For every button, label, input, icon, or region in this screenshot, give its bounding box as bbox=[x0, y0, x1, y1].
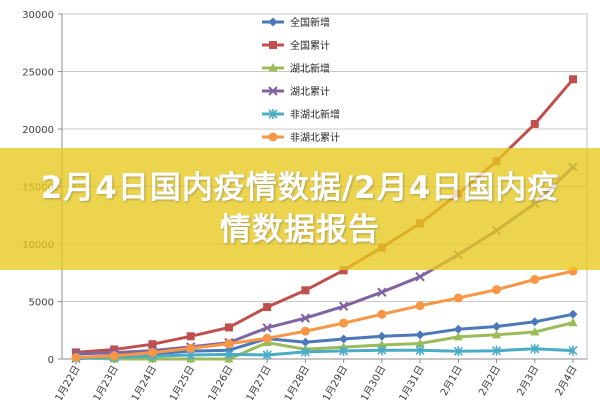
legend-label: 湖北累计 bbox=[290, 85, 330, 98]
legend-label: 全国新增 bbox=[290, 16, 330, 29]
data-point bbox=[415, 338, 425, 348]
data-point bbox=[262, 349, 272, 360]
x-tick-label: 1月28日 bbox=[282, 364, 312, 400]
data-point bbox=[186, 343, 196, 353]
data-point bbox=[569, 75, 577, 84]
series-line bbox=[75, 321, 574, 361]
data-point bbox=[492, 329, 502, 339]
legend-item: 非湖北累计 bbox=[262, 131, 340, 144]
series-line bbox=[75, 312, 574, 359]
data-point bbox=[339, 266, 348, 275]
data-point bbox=[339, 345, 349, 356]
x-tick-label: 2月4日 bbox=[553, 364, 580, 398]
data-point bbox=[377, 339, 387, 349]
x-tick-label: 1月22日 bbox=[53, 364, 83, 400]
data-point bbox=[300, 326, 310, 336]
data-point bbox=[415, 272, 425, 282]
series-6 bbox=[71, 266, 578, 363]
data-point bbox=[269, 41, 277, 49]
data-point bbox=[148, 340, 157, 349]
data-point bbox=[224, 323, 233, 332]
data-point bbox=[262, 333, 272, 343]
y-tick-label: 5000 bbox=[29, 298, 54, 309]
data-point bbox=[268, 109, 278, 119]
legend-label: 非湖北累计 bbox=[290, 131, 340, 144]
series-line bbox=[75, 347, 574, 361]
x-tick-label: 2月1日 bbox=[438, 364, 465, 398]
legend-item: 湖北新增 bbox=[262, 62, 330, 75]
legend-label: 湖北新增 bbox=[290, 62, 330, 75]
legend-label: 非湖北新增 bbox=[290, 108, 340, 121]
x-tick-label: 1月25日 bbox=[167, 364, 197, 400]
data-point bbox=[530, 343, 540, 354]
x-tick-label: 1月30日 bbox=[359, 364, 389, 400]
data-point bbox=[530, 274, 540, 284]
data-point bbox=[262, 323, 272, 333]
legend-item: 全国新增 bbox=[262, 16, 330, 29]
data-point bbox=[415, 330, 425, 340]
series-line bbox=[75, 269, 574, 359]
data-point bbox=[415, 345, 425, 356]
data-point bbox=[491, 345, 502, 356]
legend-item: 湖北累计 bbox=[262, 85, 330, 98]
data-point bbox=[300, 337, 310, 347]
y-tick-label: 25000 bbox=[22, 68, 54, 79]
data-point bbox=[377, 287, 387, 297]
x-tick-label: 1月23日 bbox=[91, 364, 121, 400]
data-point bbox=[453, 346, 463, 357]
data-point bbox=[268, 132, 278, 142]
x-tick-label: 1月31日 bbox=[397, 364, 427, 400]
x-tick-label: 1月29日 bbox=[320, 364, 350, 400]
data-point bbox=[377, 345, 387, 356]
data-point bbox=[568, 317, 578, 327]
data-point bbox=[147, 348, 157, 358]
data-point bbox=[268, 17, 278, 27]
data-point bbox=[377, 331, 387, 341]
data-point bbox=[268, 86, 278, 96]
data-point bbox=[301, 286, 310, 295]
legend-item: 全国累计 bbox=[262, 39, 330, 52]
x-tick-label: 1月26日 bbox=[206, 364, 236, 400]
data-point bbox=[110, 345, 119, 354]
data-point bbox=[453, 331, 463, 341]
data-point bbox=[339, 334, 349, 344]
legend-label: 全国累计 bbox=[290, 39, 330, 52]
data-point bbox=[224, 349, 234, 360]
y-tick-label: 20000 bbox=[22, 125, 54, 136]
data-point bbox=[71, 353, 81, 363]
legend-item: 非湖北新增 bbox=[262, 108, 340, 121]
title-banner: 2月4日国内疫情数据/2月4日国内疫情数据报告 bbox=[0, 148, 600, 270]
data-point bbox=[224, 339, 234, 349]
data-point bbox=[453, 324, 463, 334]
data-point bbox=[568, 345, 578, 356]
series-5 bbox=[71, 343, 578, 364]
data-point bbox=[530, 317, 540, 327]
x-tick-label: 2月3日 bbox=[515, 364, 542, 398]
data-point bbox=[415, 301, 425, 311]
data-point bbox=[530, 119, 539, 128]
data-point bbox=[339, 318, 349, 328]
data-point bbox=[186, 332, 195, 341]
data-point bbox=[109, 351, 119, 361]
data-point bbox=[300, 313, 311, 323]
x-tick-label: 1月27日 bbox=[244, 364, 274, 400]
y-tick-label: 0 bbox=[48, 355, 54, 366]
y-tick-label: 30000 bbox=[22, 10, 54, 21]
banner-title: 2月4日国内疫情数据/2月4日国内疫情数据报告 bbox=[40, 170, 560, 248]
data-point bbox=[492, 285, 502, 295]
data-point bbox=[530, 327, 540, 336]
series-lines bbox=[71, 75, 578, 364]
data-point bbox=[338, 301, 349, 311]
x-tick-label: 1月24日 bbox=[129, 364, 159, 400]
data-point bbox=[492, 321, 502, 331]
data-point bbox=[377, 309, 387, 319]
data-point bbox=[568, 309, 578, 319]
x-tick-label: 2月2日 bbox=[476, 364, 503, 398]
data-point bbox=[268, 63, 278, 72]
data-point bbox=[453, 293, 463, 303]
data-point bbox=[263, 303, 272, 312]
data-point bbox=[300, 346, 310, 357]
